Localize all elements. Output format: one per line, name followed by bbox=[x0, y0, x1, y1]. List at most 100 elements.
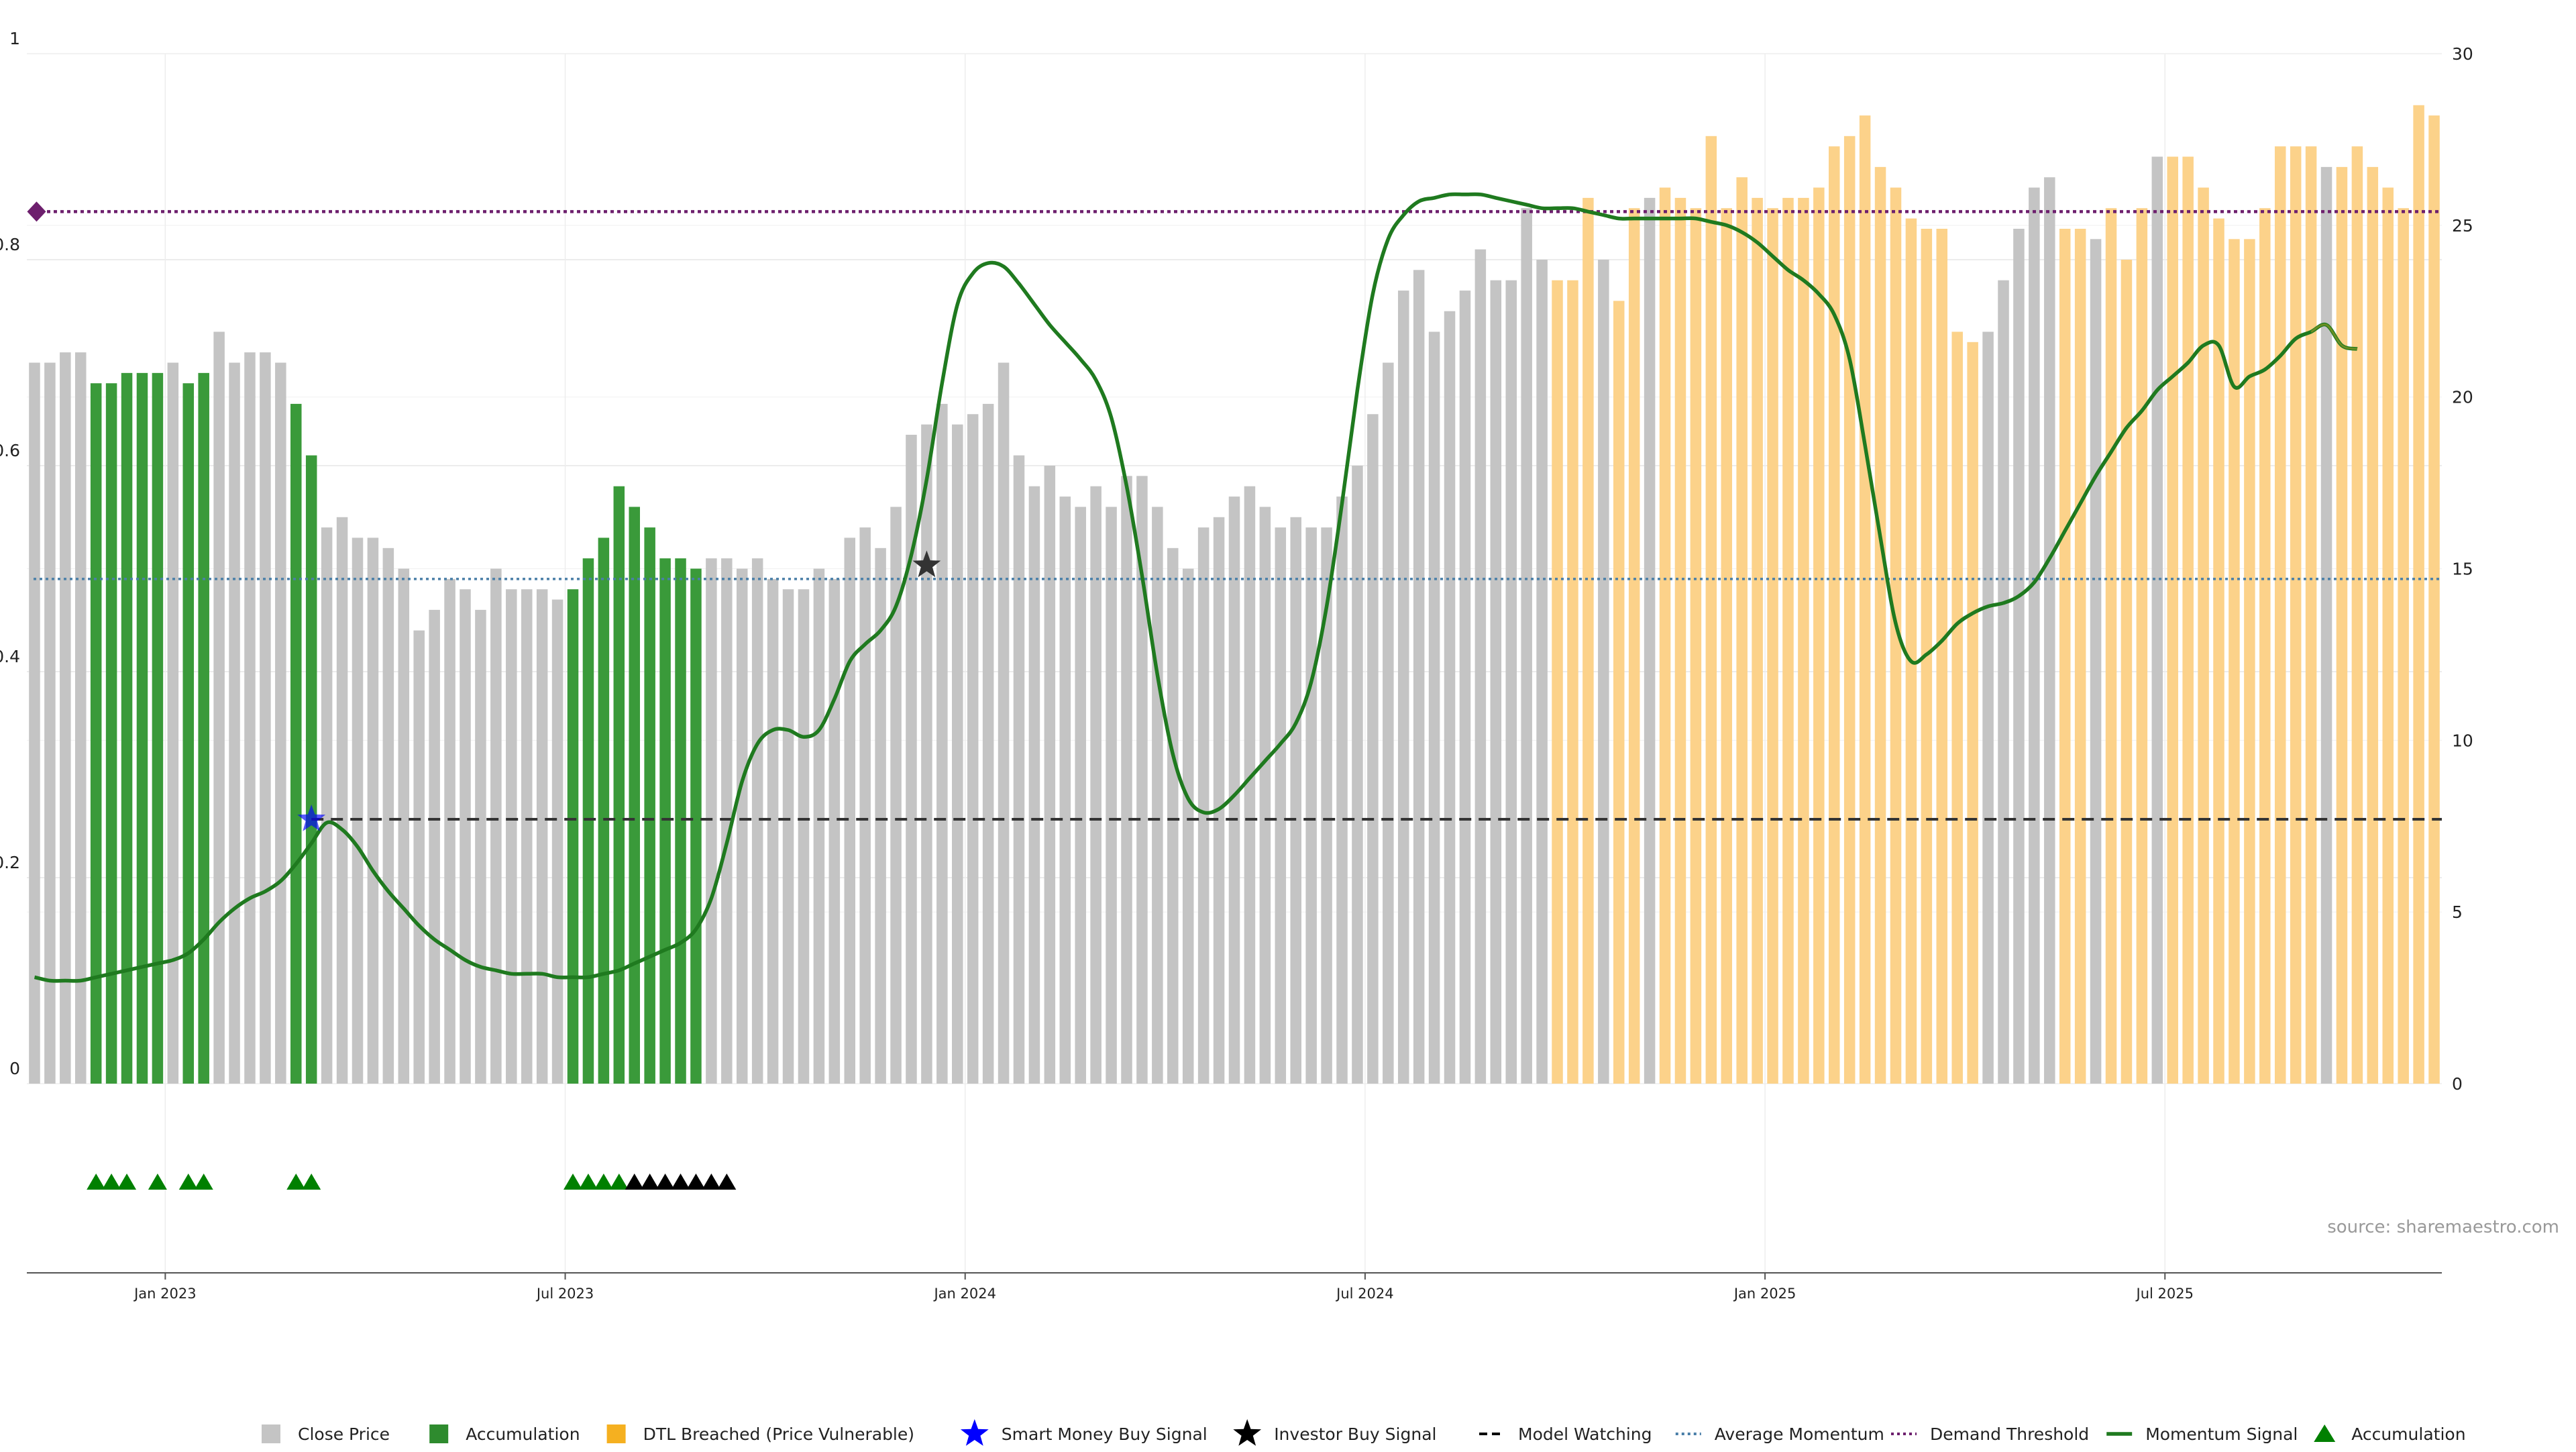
bar bbox=[506, 589, 517, 1084]
bar bbox=[229, 362, 240, 1084]
bar bbox=[105, 383, 117, 1084]
investor-marker bbox=[686, 1174, 706, 1190]
bar bbox=[2136, 208, 2148, 1084]
bar bbox=[1321, 527, 1332, 1084]
bar bbox=[60, 352, 71, 1084]
bar bbox=[1075, 507, 1086, 1084]
bar bbox=[290, 403, 302, 1084]
legend-star-icon bbox=[960, 1419, 989, 1446]
bar bbox=[751, 558, 763, 1084]
bar bbox=[1090, 486, 1102, 1084]
bar bbox=[1474, 249, 1487, 1084]
legend: Close Price Accumulation DTL Breached (Pri… bbox=[262, 1419, 2466, 1446]
bar bbox=[598, 537, 610, 1084]
accumulation-marker bbox=[564, 1174, 583, 1190]
bar bbox=[582, 558, 594, 1084]
accumulation-marker bbox=[87, 1174, 106, 1190]
investor-marker bbox=[671, 1174, 690, 1190]
bar bbox=[1367, 414, 1379, 1084]
legend-label: Smart Money Buy Signal bbox=[1002, 1424, 1208, 1444]
bar bbox=[1213, 517, 1225, 1084]
legend-item: Model Watching bbox=[1479, 1424, 1652, 1444]
legend-item: Accumulation bbox=[2314, 1424, 2466, 1444]
bar bbox=[1459, 291, 1471, 1084]
bar bbox=[736, 568, 748, 1084]
bar bbox=[352, 537, 364, 1084]
bar bbox=[982, 403, 994, 1084]
accumulation-marker bbox=[286, 1174, 306, 1190]
bar bbox=[936, 403, 948, 1084]
legend-swatch bbox=[606, 1424, 626, 1443]
bar bbox=[1490, 280, 1502, 1084]
bar bbox=[706, 558, 717, 1084]
legend-label: Average Momentum bbox=[1715, 1424, 1884, 1444]
accumulation-marker bbox=[194, 1174, 213, 1190]
bar bbox=[490, 568, 502, 1084]
bar bbox=[1290, 517, 1301, 1084]
bar bbox=[1951, 331, 1963, 1084]
accumulation-marker bbox=[578, 1174, 598, 1190]
bar bbox=[2413, 105, 2424, 1084]
bar bbox=[536, 589, 548, 1084]
legend-label: Accumulation bbox=[466, 1424, 580, 1444]
accumulation-marker bbox=[178, 1174, 198, 1190]
legend-swatch bbox=[262, 1424, 280, 1443]
left-tick-label: 0.8 bbox=[0, 235, 20, 254]
legend-item: DTL Breached (Price Vulnerable) bbox=[606, 1424, 914, 1444]
bar bbox=[213, 331, 225, 1084]
bar bbox=[875, 548, 886, 1084]
bar bbox=[2151, 156, 2163, 1084]
bar bbox=[2351, 146, 2363, 1084]
signal-markers bbox=[87, 1174, 737, 1190]
bar bbox=[475, 609, 486, 1084]
legend-swatch bbox=[429, 1424, 449, 1443]
bar bbox=[1013, 455, 1025, 1084]
bar bbox=[1582, 197, 1594, 1084]
bar bbox=[782, 589, 794, 1084]
bar bbox=[1998, 280, 2009, 1084]
bar bbox=[1874, 166, 1886, 1084]
bar bbox=[2105, 208, 2117, 1084]
bar bbox=[2044, 177, 2055, 1084]
bar bbox=[367, 537, 379, 1084]
accumulation-marker bbox=[102, 1174, 121, 1190]
bar bbox=[2259, 208, 2271, 1084]
bar bbox=[1352, 466, 1363, 1084]
bar bbox=[1428, 331, 1440, 1084]
bar bbox=[1028, 486, 1040, 1084]
investor-marker bbox=[640, 1174, 659, 1190]
bar bbox=[2182, 156, 2194, 1084]
bar bbox=[2213, 218, 2224, 1084]
bar bbox=[382, 548, 394, 1084]
bar bbox=[844, 537, 856, 1084]
bar bbox=[1259, 507, 1271, 1084]
bar bbox=[1659, 187, 1671, 1084]
bar bbox=[551, 599, 564, 1084]
bar bbox=[675, 558, 686, 1084]
bar bbox=[444, 578, 455, 1084]
bar bbox=[2305, 146, 2317, 1084]
bar bbox=[1059, 497, 1071, 1084]
source-label: source: sharemaestro.com bbox=[2327, 1217, 2559, 1237]
bar bbox=[721, 558, 733, 1084]
x-tick-label: Jan 2023 bbox=[133, 1286, 197, 1302]
bar bbox=[2198, 187, 2209, 1084]
bar bbox=[967, 414, 979, 1084]
bar bbox=[1644, 197, 1656, 1084]
bar bbox=[859, 527, 871, 1084]
bar bbox=[1305, 527, 1317, 1084]
bar bbox=[1798, 197, 1809, 1084]
bar bbox=[828, 578, 841, 1084]
price-bars bbox=[29, 105, 2440, 1084]
bar bbox=[1628, 208, 1640, 1084]
bar bbox=[336, 517, 348, 1084]
right-tick-label: 30 bbox=[2452, 44, 2473, 64]
bar bbox=[1813, 187, 1825, 1084]
bar bbox=[1044, 466, 1056, 1084]
left-tick-label: 0.2 bbox=[0, 853, 20, 872]
investor-marker bbox=[702, 1174, 721, 1190]
bar bbox=[2090, 239, 2102, 1084]
bar bbox=[921, 424, 932, 1084]
legend-label: DTL Breached (Price Vulnerable) bbox=[643, 1424, 914, 1444]
bar bbox=[1413, 270, 1425, 1084]
